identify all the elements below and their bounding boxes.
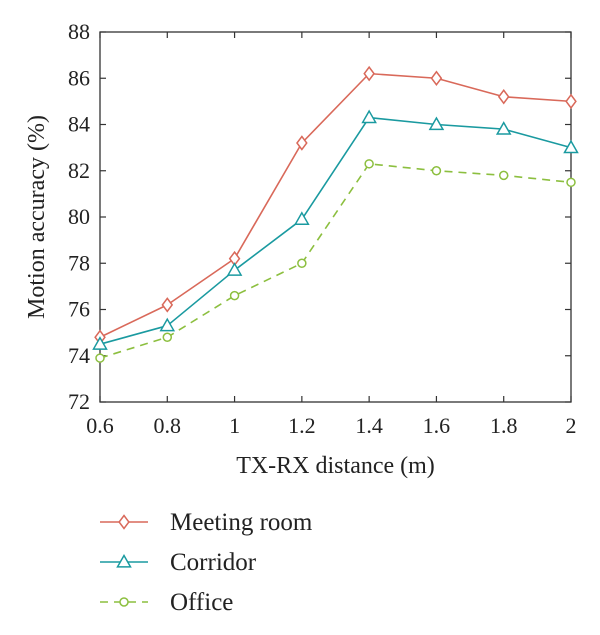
- series-line-office: [99, 163, 572, 359]
- x-tick-label: 1.6: [423, 413, 451, 438]
- legend: Meeting room Corridor Office: [100, 509, 313, 616]
- x-tick-label: 2: [566, 413, 577, 438]
- data-point-meeting-room: [565, 93, 577, 110]
- legend-label-meeting-room: Meeting room: [170, 509, 313, 536]
- data-point-office: [229, 290, 240, 301]
- data-point-corridor: [294, 211, 310, 225]
- legend-label-corridor: Corridor: [170, 549, 257, 576]
- y-tick-label: 74: [68, 343, 90, 368]
- data-point-corridor: [226, 262, 243, 276]
- data-point-office: [364, 159, 374, 169]
- plot-area: 72 74 76 78 80 82 84 86 88 0.6 0.8 1 1.2 1.4 1.6 1.8 2: [68, 19, 579, 438]
- x-tick-label: 1: [229, 413, 240, 438]
- y-tick-label: 76: [68, 297, 90, 322]
- data-point-meeting-room: [161, 297, 174, 313]
- data-point-meeting-room: [430, 70, 443, 86]
- legend-marker-meeting-room: [118, 514, 130, 530]
- y-tick-label: 72: [68, 389, 90, 414]
- data-point-corridor: [361, 109, 377, 124]
- data-point-office: [162, 332, 173, 342]
- plot-frame: [99, 31, 572, 403]
- data-point-office: [431, 166, 442, 176]
- legend-marker-office: [119, 597, 129, 607]
- data-point-corridor: [563, 139, 579, 154]
- data-point-corridor: [92, 336, 108, 350]
- legend-label-office: Office: [170, 589, 233, 616]
- data-point-office: [566, 177, 576, 188]
- y-tick-label: 84: [68, 112, 90, 137]
- x-tick-label: 1.4: [355, 413, 383, 438]
- data-point-meeting-room: [363, 65, 375, 82]
- series-line-meeting-room: [99, 72, 572, 338]
- x-axis-title: TX-RX distance (m): [236, 453, 435, 479]
- x-tick-label: 0.8: [154, 413, 182, 438]
- data-point-corridor: [159, 317, 176, 332]
- x-tick-label: 0.6: [86, 413, 114, 438]
- data-point-office: [95, 353, 105, 363]
- y-tick-label: 86: [68, 65, 90, 90]
- y-tick-label: 82: [68, 158, 90, 183]
- y-tick-label: 80: [68, 204, 90, 229]
- data-point-office: [498, 170, 509, 181]
- data-point-corridor: [495, 121, 512, 135]
- data-point-meeting-room: [296, 135, 308, 151]
- y-tick-label: 88: [68, 19, 90, 44]
- y-axis-title: Motion accuracy (%): [24, 115, 50, 319]
- x-tick-label: 1.8: [490, 413, 518, 438]
- y-tick-label: 78: [68, 250, 90, 275]
- data-point-office: [297, 258, 307, 268]
- series-line-corridor: [99, 116, 572, 345]
- legend-marker-corridor: [116, 553, 132, 568]
- x-tick-label: 1.2: [288, 413, 316, 438]
- data-point-corridor: [428, 116, 445, 131]
- data-point-meeting-room: [497, 89, 510, 105]
